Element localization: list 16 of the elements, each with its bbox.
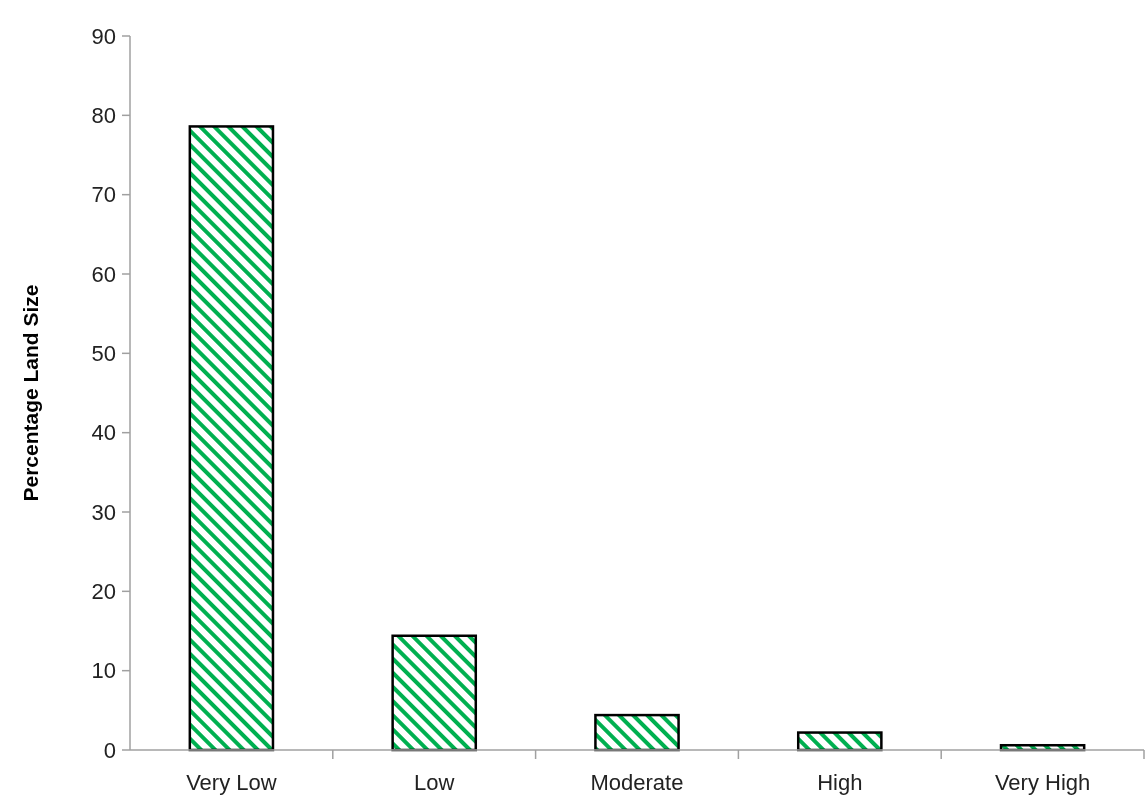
y-tick-label: 0	[103, 737, 116, 763]
y-tick-label: 30	[91, 499, 116, 525]
x-tick-label: Very Low	[186, 770, 277, 795]
x-tick-label: Very High	[994, 770, 1091, 795]
y-axis-title: Percentage Land Size	[19, 284, 42, 502]
y-tick-label: 40	[91, 420, 116, 446]
y-tick-label: 60	[91, 261, 116, 287]
x-tick-label: High	[817, 770, 863, 795]
y-tick-label: 80	[91, 103, 116, 129]
y-tick-label: 20	[91, 579, 116, 605]
x-tick-label: Low	[414, 770, 455, 795]
y-tick-label: 10	[91, 658, 116, 684]
y-tick-label: 50	[91, 341, 116, 367]
y-tick-label: 70	[91, 182, 116, 208]
y-tick-label: 90	[91, 23, 116, 49]
x-tick-label: Moderate	[590, 770, 684, 795]
